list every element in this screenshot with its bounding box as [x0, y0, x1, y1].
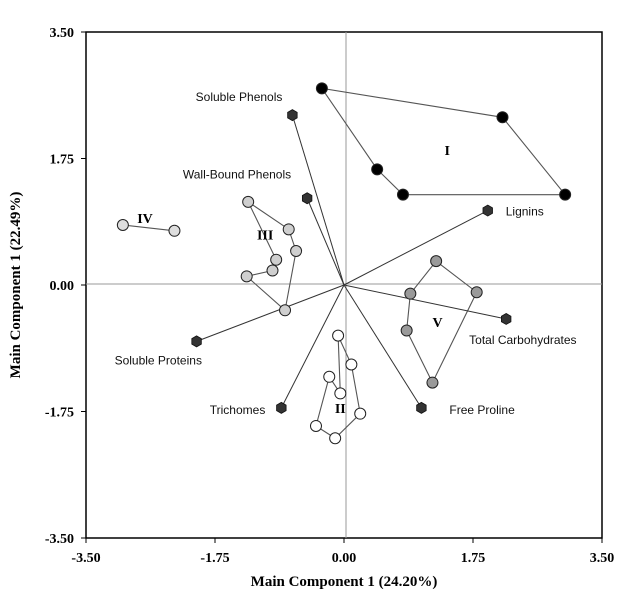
- vector-point: [301, 192, 313, 205]
- vector-point: [501, 313, 512, 325]
- group-iii-point: [290, 245, 303, 258]
- vector-line: [291, 114, 345, 286]
- y-tick-label: -3.50: [45, 532, 74, 547]
- vector-line: [306, 198, 345, 286]
- vector-point: [276, 401, 287, 414]
- y-tick-label: 3.50: [50, 26, 75, 41]
- vector-point: [416, 401, 427, 414]
- vector-label: Lignins: [506, 205, 544, 219]
- group-iv-outline: [122, 224, 175, 232]
- group-v-outline: [406, 260, 478, 384]
- vector-point: [287, 109, 298, 122]
- group-i-point: [559, 188, 572, 201]
- group-ii-point: [329, 432, 342, 445]
- axis-ticks: -3.50 -1.75 0.00 1.75 3.50 3.50 1.75 0.00 -1.75 -…: [45, 26, 614, 566]
- x-tick-label: -1.75: [200, 551, 229, 566]
- group-label-v: V: [433, 316, 443, 331]
- group-ii-point: [345, 358, 358, 371]
- x-tick-label: 1.75: [461, 551, 486, 566]
- vector-label: Wall-Bound Phenols: [183, 167, 291, 181]
- vector-point: [482, 204, 493, 217]
- group-iii-point: [240, 270, 253, 283]
- group-v-point: [426, 376, 439, 389]
- group-iii-point: [242, 195, 255, 208]
- vector-label: Soluble Phenols: [196, 90, 283, 104]
- group-ii-point: [309, 419, 322, 432]
- group-ii-point: [332, 329, 345, 342]
- group-i-point: [315, 82, 328, 95]
- y-axis-title: Main Component 1 (22.49%): [8, 192, 24, 379]
- group-i-point: [396, 188, 409, 201]
- group-label-iv: IV: [137, 212, 153, 227]
- vector-label: Trichomes: [210, 403, 266, 417]
- group-i-point: [496, 111, 509, 124]
- group-iii-point: [282, 223, 295, 236]
- group-iv-point: [116, 219, 129, 232]
- group-iii-point: [266, 264, 279, 277]
- group-points: [116, 82, 572, 445]
- y-tick-label: 1.75: [50, 153, 75, 168]
- y-tick-label: 0.00: [50, 279, 75, 294]
- x-tick-label: -3.50: [71, 551, 100, 566]
- group-ii-point: [354, 407, 367, 420]
- group-i-outline: [320, 87, 567, 196]
- vector-line: [343, 284, 507, 320]
- group-i-point: [371, 163, 384, 176]
- group-v-point: [404, 287, 417, 300]
- group-iv-point: [168, 224, 181, 237]
- vector-label: Free Proline: [449, 403, 515, 417]
- vector-line: [343, 284, 422, 409]
- loading-vectors: [196, 114, 507, 409]
- vector-label: Soluble Proteins: [115, 353, 202, 367]
- group-ii-point: [334, 387, 347, 400]
- x-tick-label: 3.50: [590, 551, 615, 566]
- group-iii-point: [270, 253, 283, 266]
- vector-label: Total Carbohydrates: [469, 333, 576, 347]
- group-v-point: [430, 255, 443, 268]
- group-label-iii: III: [257, 228, 273, 243]
- group-label-i: I: [444, 144, 449, 159]
- group-iii-point: [279, 304, 292, 317]
- vector-line: [280, 284, 345, 409]
- vector-point: [191, 335, 202, 348]
- group-v-point: [400, 324, 413, 337]
- x-axis-title: Main Component 1 (24.20%): [251, 574, 438, 590]
- vector-line: [196, 284, 345, 342]
- x-tick-label: 0.00: [332, 551, 357, 566]
- group-label-ii: II: [335, 402, 346, 417]
- group-v-point: [470, 286, 483, 299]
- vector-line: [343, 210, 488, 286]
- y-tick-label: -1.75: [45, 406, 74, 421]
- group-ii-point: [323, 370, 336, 383]
